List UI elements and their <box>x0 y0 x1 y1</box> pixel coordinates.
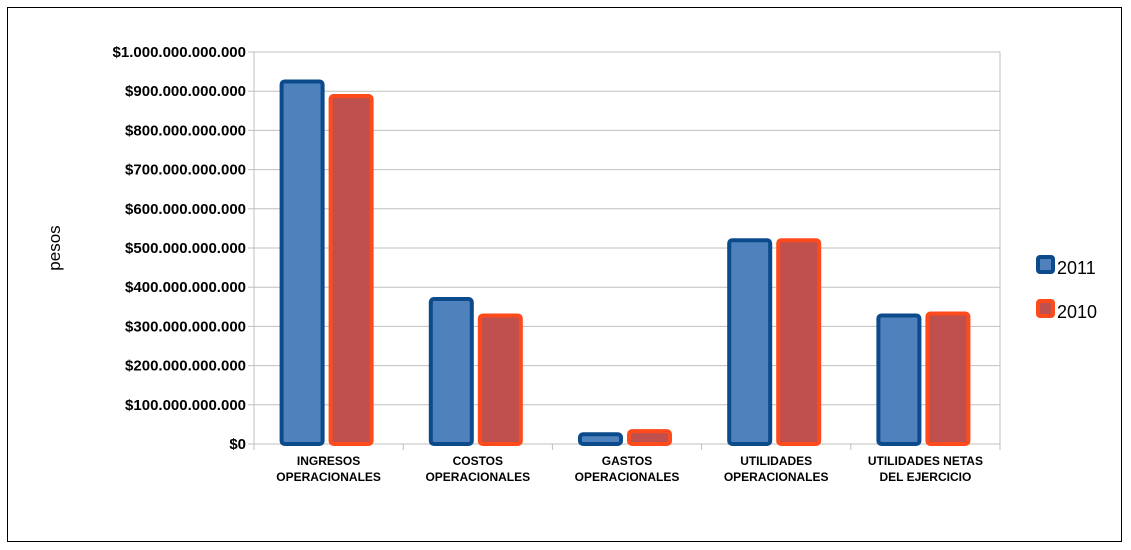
x-category-label: OPERACIONALES <box>276 470 381 484</box>
y-tick-label: $100.000.000.000 <box>125 397 246 414</box>
y-tick-label: $800.000.000.000 <box>125 122 246 139</box>
x-category-label: DEL EJERCICIO <box>879 470 971 484</box>
chart-frame <box>7 7 1122 542</box>
y-tick-label: $500.000.000.000 <box>125 240 246 257</box>
bar-2010-2 <box>627 429 672 447</box>
y-tick-label: $600.000.000.000 <box>125 201 246 218</box>
y-tick-label: $700.000.000.000 <box>125 162 246 179</box>
y-tick-label: $200.000.000.000 <box>125 358 246 375</box>
legend-label-2011: 2011 <box>1057 258 1096 278</box>
legend-label-2010: 2010 <box>1057 302 1097 322</box>
bar-2011-1 <box>428 297 474 446</box>
x-category-label: GASTOS <box>602 454 652 468</box>
bar-2010-3 <box>776 238 822 446</box>
bar-2010-0 <box>328 93 374 446</box>
x-category-label: OPERACIONALES <box>425 470 530 484</box>
x-category-label: UTILIDADES NETAS <box>868 454 983 468</box>
bar-2011-0 <box>279 79 325 446</box>
bar-2010-4 <box>925 311 971 446</box>
legend-swatch-2011 <box>1036 255 1055 274</box>
x-category-label: OPERACIONALES <box>575 470 680 484</box>
x-category-label: INGRESOS <box>297 454 360 468</box>
y-axis-label: pesos <box>45 225 64 270</box>
y-tick-label: $1.000.000.000.000 <box>113 44 246 61</box>
y-tick-label: $900.000.000.000 <box>125 83 246 100</box>
bar-2011-4 <box>876 313 922 446</box>
bar-2011-2 <box>578 432 623 446</box>
x-category-label: OPERACIONALES <box>724 470 829 484</box>
y-tick-label: $400.000.000.000 <box>125 279 246 296</box>
x-category-label: UTILIDADES <box>740 454 812 468</box>
bar-2010-1 <box>477 313 523 446</box>
y-tick-label: $300.000.000.000 <box>125 318 246 335</box>
x-category-label: COSTOS <box>453 454 503 468</box>
legend-swatch-2010 <box>1036 299 1055 318</box>
y-tick-label: $0 <box>229 436 246 453</box>
bar-2011-3 <box>727 238 773 446</box>
